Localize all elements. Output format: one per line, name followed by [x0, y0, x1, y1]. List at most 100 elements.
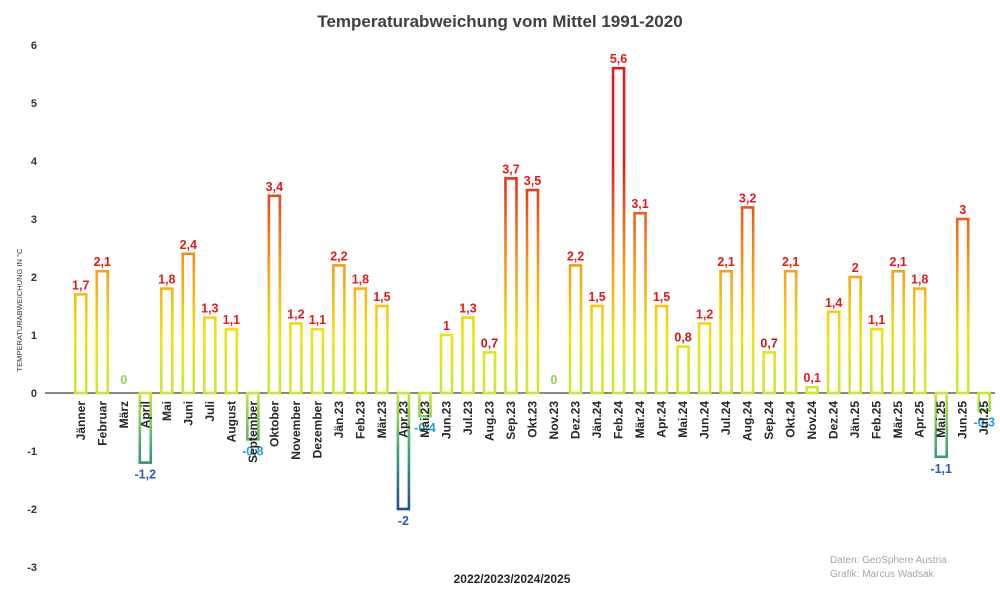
value-label: -0,3: [973, 415, 995, 429]
x-tick-label: Dezember: [310, 401, 324, 459]
value-label: 2,1: [94, 255, 111, 269]
x-tick-label: Feb.23: [353, 401, 367, 439]
value-label: 1,1: [868, 313, 885, 327]
x-tick-label: Sep.24: [762, 401, 776, 440]
bar: [869, 327, 884, 395]
x-tick-label: Dez.23: [569, 401, 583, 439]
value-label: 1: [443, 319, 450, 333]
value-label: 3,7: [502, 162, 519, 176]
bar: [461, 316, 475, 395]
value-label: 2,2: [567, 249, 584, 263]
bar: [590, 304, 604, 395]
bar: [740, 206, 755, 395]
value-label: 3,1: [631, 197, 648, 211]
plot-area: -3 -2 -1 0 1 2 3 4 5 6 1,7 Jänner 2,1 Februar 0 März -1,…: [27, 40, 995, 574]
x-tick-label: März: [117, 401, 131, 428]
bar: [633, 211, 647, 395]
value-label: 0,7: [481, 336, 498, 350]
value-label: -0,8: [242, 444, 264, 458]
x-tick-label: Okt.23: [526, 401, 540, 438]
value-label: 3,4: [266, 180, 283, 194]
bar: [160, 287, 174, 395]
value-label: 1,5: [373, 290, 390, 304]
bar: [138, 391, 153, 464]
y-tick-label: 2: [31, 272, 37, 284]
x-tick-label: Mai.25: [934, 401, 948, 438]
x-tick-label: Feb.25: [870, 401, 884, 439]
value-label: 1,5: [653, 290, 670, 304]
bar: [246, 391, 260, 441]
bar: [826, 310, 841, 395]
x-tick-label: Februar: [95, 401, 109, 446]
x-tick-label: Feb.24: [612, 401, 626, 439]
bar: [504, 177, 518, 395]
x-tick-label: Jän.25: [848, 401, 862, 439]
bar: [181, 252, 196, 395]
credit-author: Grafik: Marcus Wadsak: [830, 569, 935, 580]
bar: [332, 264, 346, 395]
bar: [955, 217, 970, 395]
bar: [697, 322, 712, 395]
bar: [353, 287, 368, 395]
y-tick-label: 3: [31, 214, 37, 226]
bar: [482, 351, 497, 395]
value-label: 2,1: [717, 255, 734, 269]
x-tick-label: Mai: [160, 401, 174, 421]
value-label: 1,8: [352, 273, 369, 287]
value-label: 1,3: [201, 302, 218, 316]
bar: [934, 391, 949, 459]
x-tick-label: Dez.24: [827, 401, 841, 439]
y-tick-label: -2: [27, 504, 37, 516]
value-label: 1,7: [72, 278, 89, 292]
bar: [267, 194, 282, 395]
x-tick-label: Jun.23: [439, 401, 453, 439]
y-tick-label: -1: [27, 446, 37, 458]
value-label: 1,4: [825, 296, 842, 310]
x-tick-label: August: [224, 401, 238, 442]
x-tick-label: Nov.23: [547, 401, 561, 440]
y-tick-label: 0: [31, 388, 37, 400]
x-tick-label: Sep.23: [504, 401, 518, 440]
bar: [525, 188, 540, 395]
x-tick-label: Jän.23: [332, 401, 346, 439]
bar: [568, 264, 583, 395]
bar: [611, 66, 626, 395]
x-tick-label: Aug.23: [482, 401, 496, 441]
x-tick-label: Mai.24: [676, 401, 690, 438]
value-label: 1,3: [459, 302, 476, 316]
value-label: 1,2: [287, 307, 304, 321]
value-label: 2,4: [180, 238, 197, 252]
bar: [310, 327, 325, 395]
x-tick-label: Juni: [181, 401, 195, 426]
x-tick-label: Mär.23: [375, 401, 389, 439]
value-label: -2: [398, 514, 409, 528]
bar: [762, 351, 776, 395]
x-tick-label: Jul.25: [977, 401, 991, 435]
y-tick-label: 1: [31, 330, 37, 342]
x-tick-label: Jän.24: [590, 401, 604, 439]
x-tick-label: Jun.25: [956, 401, 970, 439]
x-tick-label: Mai.23: [418, 401, 432, 438]
bar: [805, 385, 819, 395]
bar: [439, 333, 454, 395]
bar: [289, 322, 303, 395]
x-tick-label: Apr.25: [913, 401, 927, 438]
value-label: 0,7: [760, 336, 777, 350]
value-label: 3,2: [739, 191, 756, 205]
value-label: 3,5: [524, 174, 541, 188]
x-tick-label: Jul.23: [461, 401, 475, 435]
x-tick-label: April: [138, 401, 152, 428]
x-axis-label: 2022/2023/2024/2025: [454, 572, 571, 586]
bar: [375, 304, 389, 395]
x-tick-label: Juli: [203, 401, 217, 422]
y-tick-label: -3: [27, 562, 37, 574]
bar: [418, 391, 432, 418]
credit-data-source: Daten: GeoSphere Austria: [830, 555, 947, 566]
bar: [654, 304, 669, 395]
value-label: 2,1: [890, 255, 907, 269]
x-tick-label: Okt.24: [784, 401, 798, 438]
x-tick-label: Jänner: [74, 401, 88, 441]
value-label: 3: [959, 203, 966, 217]
